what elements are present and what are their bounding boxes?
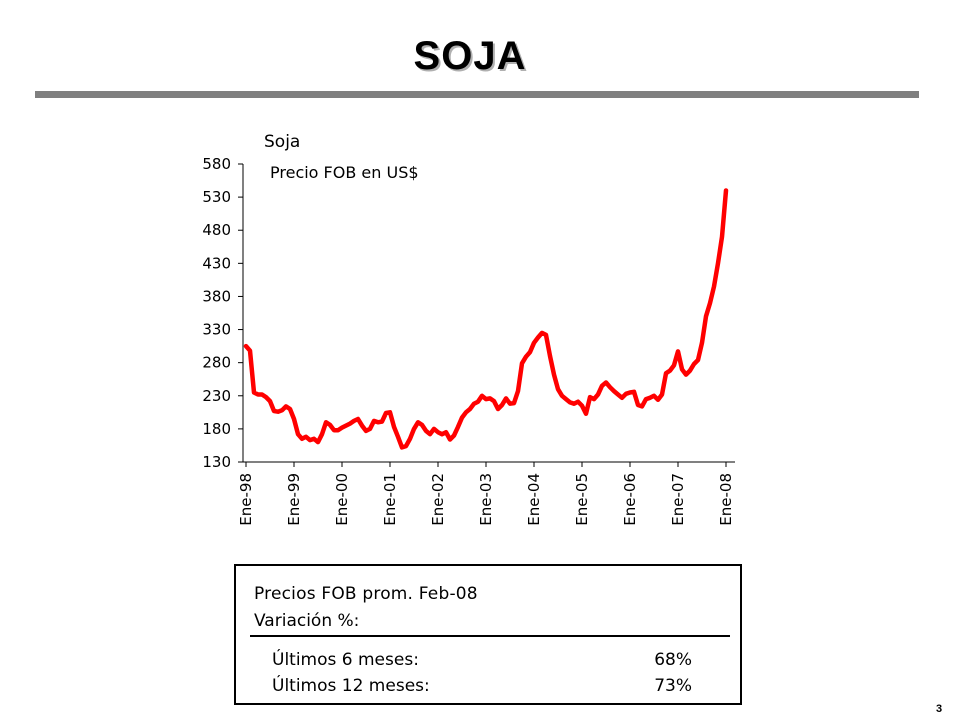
x-axis-ticks: Ene-98 Ene-99 Ene-00 Ene-01 Ene-02 Ene-03 Ene-… <box>237 462 735 526</box>
y-tick-label: 180 <box>202 420 231 438</box>
y-tick-label: 580 <box>202 155 231 173</box>
variation-label: Últimos 6 meses: <box>272 650 419 670</box>
chart-subtitle: Precio FOB en US$ <box>270 163 419 182</box>
info-subheading: Variación %: <box>254 611 360 631</box>
variation-row-12-months: Últimos 12 meses: 73% <box>272 676 692 700</box>
slide-title: SOJA <box>413 34 527 78</box>
x-tick-label: Ene-03 <box>477 473 495 526</box>
y-tick-label: 280 <box>202 354 231 372</box>
chart-title: Soja <box>264 132 300 152</box>
y-tick-label: 130 <box>202 453 231 471</box>
page-number: 3 <box>936 703 943 715</box>
x-tick-label: Ene-07 <box>669 473 687 526</box>
y-tick-label: 230 <box>202 387 231 405</box>
variation-row-6-months: Últimos 6 meses: 68% <box>272 650 692 674</box>
x-tick-label: Ene-04 <box>525 473 543 526</box>
x-tick-label: Ene-08 <box>717 473 735 526</box>
y-tick-label: 330 <box>202 321 231 339</box>
variation-value: 68% <box>654 650 692 670</box>
title-divider <box>35 91 919 98</box>
y-tick-label: 530 <box>202 188 231 206</box>
x-tick-label: Ene-05 <box>573 473 591 526</box>
x-tick-label: Ene-98 <box>237 473 255 526</box>
info-heading: Precios FOB prom. Feb-08 <box>254 584 478 604</box>
y-tick-label: 430 <box>202 254 231 272</box>
y-tick-label: 380 <box>202 287 231 305</box>
x-tick-label: Ene-06 <box>621 473 639 526</box>
x-tick-label: Ene-02 <box>429 473 447 526</box>
variation-label: Últimos 12 meses: <box>272 676 430 696</box>
x-tick-label: Ene-99 <box>285 473 303 526</box>
x-tick-label: Ene-00 <box>333 473 351 526</box>
price-variation-box: Precios FOB prom. Feb-08 Variación %: Úl… <box>234 564 742 705</box>
variation-value: 73% <box>654 676 692 696</box>
y-tick-label: 480 <box>202 221 231 239</box>
info-divider <box>250 635 730 637</box>
x-tick-label: Ene-01 <box>381 473 399 526</box>
soy-price-chart: Soja Precio FOB en US$ 130 180 230 280 330 38… <box>202 132 735 526</box>
y-axis-ticks: 130 180 230 280 330 380 430 480 530 580 <box>202 155 243 471</box>
series-line <box>243 188 729 450</box>
